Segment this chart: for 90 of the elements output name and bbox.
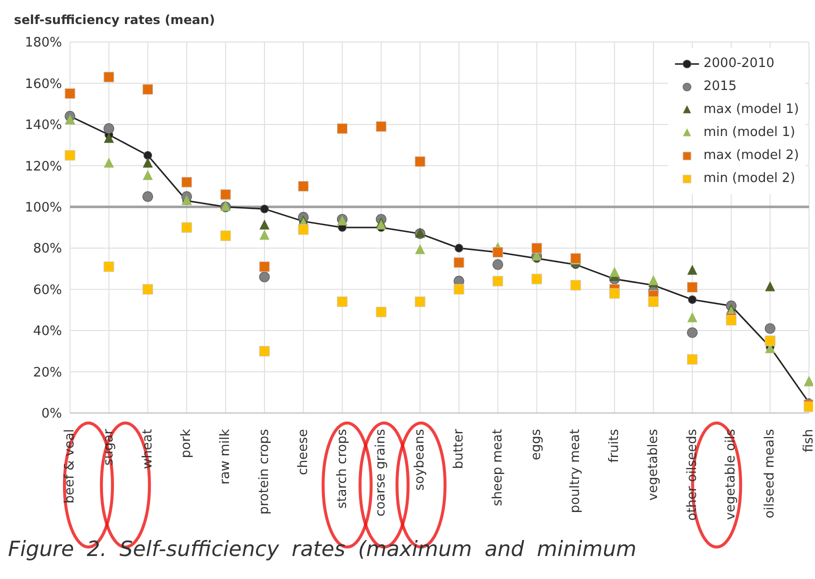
point bbox=[687, 354, 698, 365]
point bbox=[259, 261, 270, 272]
point bbox=[415, 244, 426, 254]
x-tick-label: other oilseeds bbox=[684, 428, 700, 521]
point bbox=[260, 204, 269, 214]
point bbox=[220, 230, 231, 241]
point bbox=[376, 306, 386, 318]
point bbox=[414, 296, 426, 307]
y-tick-label: 60% bbox=[33, 282, 62, 298]
y-tick-label: 120% bbox=[24, 159, 62, 174]
point bbox=[220, 189, 231, 200]
x-tick-label: starch crops bbox=[334, 428, 350, 509]
x-tick-label: wheat bbox=[140, 429, 156, 469]
x-tick-label: sugar bbox=[101, 428, 116, 466]
point bbox=[142, 84, 154, 95]
point bbox=[765, 281, 776, 292]
point bbox=[687, 327, 698, 338]
point bbox=[687, 312, 698, 322]
y-tick-label: 0% bbox=[41, 406, 62, 422]
point bbox=[259, 272, 270, 282]
point bbox=[687, 282, 698, 293]
y-tick-label: 40% bbox=[33, 324, 62, 340]
x-tick-label: cheese bbox=[296, 429, 311, 476]
point bbox=[492, 259, 504, 270]
point bbox=[259, 346, 270, 356]
point bbox=[648, 296, 659, 307]
point bbox=[298, 181, 309, 192]
x-tick-label: raw milk bbox=[218, 428, 234, 484]
chart-title: self-sufficiency rates (mean) bbox=[14, 12, 215, 27]
point bbox=[143, 151, 152, 160]
point bbox=[259, 230, 270, 240]
x-tick-label: oilseed meals bbox=[762, 428, 778, 518]
x-tick-label: vegetables bbox=[646, 428, 661, 501]
point bbox=[804, 402, 813, 412]
point bbox=[298, 224, 309, 235]
point bbox=[142, 191, 154, 202]
point bbox=[142, 158, 153, 168]
point bbox=[454, 244, 464, 252]
point bbox=[104, 158, 114, 168]
y-tick-label: 160% bbox=[24, 76, 62, 92]
point bbox=[337, 296, 348, 307]
point bbox=[414, 156, 426, 167]
x-tick-label: beef & veal bbox=[62, 429, 78, 504]
x-tick-label: vegetable oils bbox=[724, 428, 739, 520]
x-tick-label: coarse grains bbox=[374, 428, 389, 517]
point bbox=[376, 121, 386, 132]
point bbox=[454, 284, 464, 295]
point bbox=[104, 132, 114, 143]
point bbox=[687, 264, 698, 275]
x-tick-label: pork bbox=[179, 428, 194, 458]
point bbox=[181, 176, 192, 188]
point bbox=[259, 219, 270, 230]
legend-label: min (model 1) bbox=[704, 125, 796, 140]
point bbox=[688, 295, 697, 304]
legend-label: min (model 2) bbox=[704, 171, 796, 186]
y-tick-label: 80% bbox=[33, 242, 62, 257]
point bbox=[609, 288, 620, 299]
point bbox=[142, 284, 154, 295]
y-tick-label: 20% bbox=[33, 365, 62, 380]
legend-label: 2000-2010 bbox=[704, 56, 774, 71]
y-tick-label: 100% bbox=[24, 200, 62, 216]
legend-label: 2015 bbox=[704, 79, 737, 94]
x-tick-label: sheep meat bbox=[490, 429, 506, 506]
x-tick-label: protein crops bbox=[256, 428, 272, 515]
x-tick-label: fruits bbox=[607, 428, 622, 463]
point bbox=[492, 276, 504, 286]
point bbox=[64, 88, 76, 99]
point bbox=[531, 274, 542, 284]
x-tick-label: soybeans bbox=[412, 428, 428, 491]
point bbox=[726, 315, 736, 326]
point bbox=[181, 222, 192, 233]
x-tick-label: eggs bbox=[529, 428, 544, 460]
point bbox=[531, 242, 542, 254]
point bbox=[570, 280, 581, 290]
point bbox=[64, 150, 76, 161]
point bbox=[142, 170, 153, 180]
point bbox=[764, 323, 776, 334]
point bbox=[104, 123, 114, 134]
x-tick-label: butter bbox=[451, 428, 466, 470]
y-tick-label: 180% bbox=[24, 36, 62, 51]
x-tick-label: fish bbox=[802, 429, 815, 452]
point bbox=[104, 261, 114, 272]
y-tick-label: 140% bbox=[24, 118, 62, 134]
point bbox=[337, 123, 348, 134]
legend-label: max (model 1) bbox=[704, 102, 799, 117]
point bbox=[104, 72, 114, 82]
point bbox=[454, 257, 464, 268]
legend-label: max (model 2) bbox=[704, 148, 799, 163]
point bbox=[610, 266, 620, 277]
x-tick-label: poultry meat bbox=[568, 429, 584, 514]
